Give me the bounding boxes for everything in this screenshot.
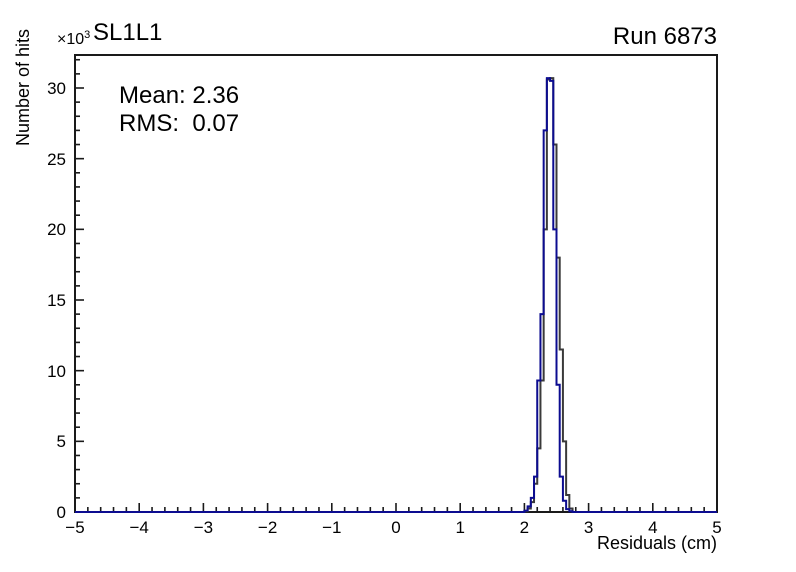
y-tick-label: 10 xyxy=(47,361,66,381)
x-tick-label: 5 xyxy=(712,518,722,537)
page-title: SL1L1 xyxy=(93,19,163,46)
run-label: Run 6873 xyxy=(612,23,717,50)
x-axis-title: Residuals (cm) xyxy=(596,533,717,553)
y-tick-label: 20 xyxy=(47,220,66,240)
histogram-outline xyxy=(75,77,717,513)
exponent-power: 3 xyxy=(84,29,91,41)
x-tick-label: 3 xyxy=(583,518,594,537)
stats-mean-label: Mean: 2.36 xyxy=(119,82,240,109)
x-tick-label: −3 xyxy=(193,518,214,537)
y-tick-label: 15 xyxy=(47,291,66,310)
x-tick-label: 2 xyxy=(519,518,530,537)
x-tick-label: 4 xyxy=(648,518,658,537)
stats-rms-label: RMS: 0.07 xyxy=(119,110,240,137)
y-tick-label: 25 xyxy=(47,149,66,169)
x-tick-label: −5 xyxy=(65,518,85,537)
y-tick-label: 5 xyxy=(56,432,66,452)
y-tick-label: 0 xyxy=(56,503,66,522)
x-tick-label: 0 xyxy=(391,518,401,537)
x-tick-label: −2 xyxy=(257,518,278,537)
x-tick-label: −1 xyxy=(322,518,342,537)
x-tick-label: −4 xyxy=(129,518,149,537)
histogram-overlay-outline xyxy=(75,77,717,513)
x-tick-label: 1 xyxy=(455,518,465,537)
y-axis-exponent-label: ×103 xyxy=(57,30,90,48)
y-tick-label: 30 xyxy=(47,79,66,98)
exponent-base: ×10 xyxy=(57,31,85,48)
